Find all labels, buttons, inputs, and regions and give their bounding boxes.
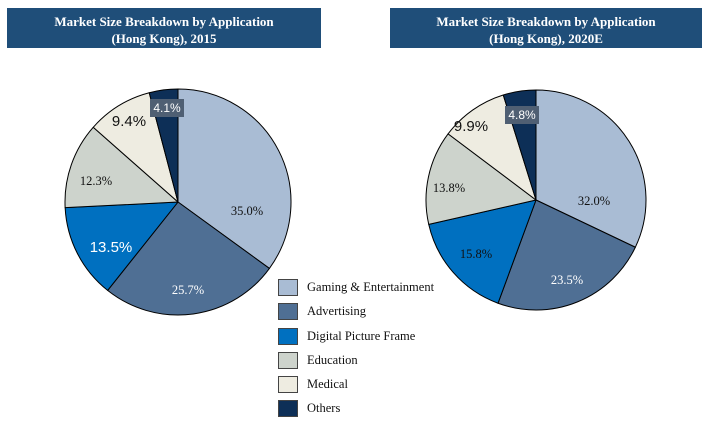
data-label-2015-advertising: 25.7%	[172, 283, 204, 297]
pie-slice-2020e-education	[425, 133, 537, 225]
pie-slice-2020e-advertising	[497, 199, 636, 311]
data-label-2020e-digital-picture-frame: 15.8%	[460, 247, 492, 261]
data-label-bg-2015-others	[150, 99, 184, 117]
data-label-2020e-medical: 9.9%	[454, 118, 488, 135]
legend-swatch-medical	[278, 376, 298, 394]
data-label-2015-education: 12.3%	[80, 174, 112, 188]
pie-slice-2015-others	[148, 88, 179, 203]
data-label-2020e-gaming: 32.0%	[578, 194, 610, 208]
chart-title-2015: Market Size Breakdown by Application (Ho…	[7, 8, 321, 48]
data-label-2015-medical: 9.4%	[112, 113, 146, 130]
legend-label-gaming: Gaming & Entertainment	[307, 280, 435, 294]
pie-slice-2020e-digital-picture-frame	[428, 199, 537, 304]
chart-title-2020e-line-1: Market Size Breakdown by Application	[436, 14, 656, 29]
chart-title-2020e-line-2: (Hong Kong), 2020E	[489, 31, 603, 46]
legend-swatch-gaming	[278, 279, 298, 296]
pie-slice-2015-education	[64, 126, 179, 209]
pie-slice-2020e-gaming	[535, 89, 647, 248]
data-label-2020e-education: 13.8%	[433, 181, 465, 195]
legend-swatch-others	[278, 400, 298, 418]
legend-swatch-advertising	[278, 303, 298, 321]
pie-slice-2015-advertising	[107, 201, 270, 316]
chart-title-2015-line-1: Market Size Breakdown by Application	[54, 14, 274, 29]
data-label-2020e-others: 4.8%	[508, 108, 536, 122]
chart-title-2015-line-2: (Hong Kong), 2015	[111, 31, 217, 46]
data-label-2015-gaming: 35.0%	[231, 204, 263, 218]
legend-label-advertising: Advertising	[307, 304, 367, 319]
legend-label-others: Others	[307, 401, 341, 416]
chart-title-2020e: Market Size Breakdown by Application (Ho…	[390, 8, 702, 48]
pie-slice-2015-digital-picture-frame	[64, 201, 179, 291]
data-label-bg-2020e-others	[505, 106, 539, 124]
data-label-2015-digital-picture-frame: 13.5%	[90, 239, 133, 256]
legend-label-medical: Medical	[307, 377, 348, 392]
data-label-2020e-advertising: 23.5%	[551, 273, 583, 287]
pie-slice-2015-gaming	[177, 88, 292, 269]
legend-swatch-digital-picture-frame	[278, 327, 298, 345]
legend-swatch-education	[278, 351, 298, 369]
data-label-2015-others: 4.1%	[153, 101, 181, 115]
legend-label-digital-picture-frame: Digital Picture Frame	[307, 328, 416, 343]
legend-label-education: Education	[307, 352, 358, 367]
